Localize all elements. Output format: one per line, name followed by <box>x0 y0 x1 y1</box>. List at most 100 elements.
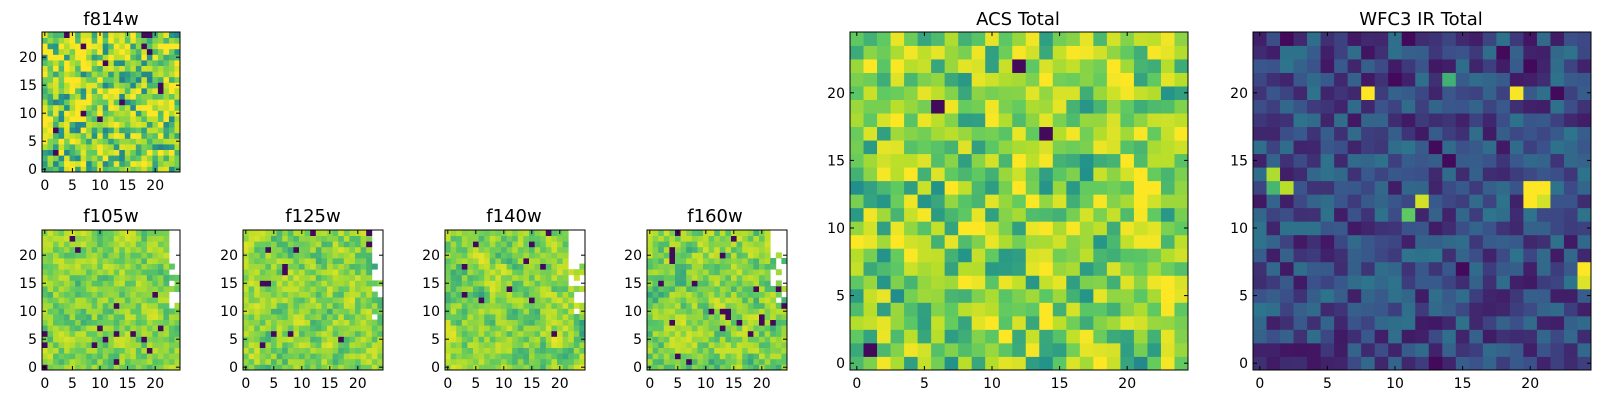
heatmap-cell <box>304 325 311 332</box>
heatmap-cell <box>512 314 519 320</box>
panel-title-acs-total: ACS Total <box>976 9 1060 30</box>
heatmap-cell <box>495 274 502 281</box>
heatmap-cell <box>287 308 294 315</box>
heatmap-cell <box>456 246 463 253</box>
heatmap-cell <box>529 297 535 304</box>
heatmap-cell <box>467 342 474 348</box>
heatmap-cell <box>360 364 367 371</box>
heatmap-cell <box>1160 45 1175 60</box>
heatmap-cell <box>534 314 541 320</box>
heatmap-cell <box>1401 315 1416 330</box>
heatmap-cell <box>1093 261 1108 276</box>
heatmap-cell <box>495 258 502 264</box>
heatmap-cell <box>102 230 109 236</box>
heatmap-cell <box>113 110 120 117</box>
heatmap-cell <box>1147 261 1162 276</box>
heatmap-cell <box>931 126 946 141</box>
heatmap-cell <box>863 261 878 276</box>
heatmap-cell <box>113 297 120 304</box>
heatmap-cell <box>484 314 491 320</box>
heatmap-cell <box>157 325 164 332</box>
heatmap-cell <box>517 286 524 292</box>
heatmap-cell <box>456 330 463 337</box>
heatmap-cell <box>557 252 563 259</box>
heatmap-cell <box>141 336 148 343</box>
heatmap-cell <box>366 330 373 337</box>
heatmap-cell <box>108 127 115 134</box>
heatmap-cell <box>1496 180 1511 195</box>
heatmap-cell <box>152 286 159 292</box>
heatmap-cell <box>540 241 547 248</box>
heatmap-cell <box>1174 261 1189 276</box>
heatmap-cell <box>759 269 765 276</box>
heatmap-cell <box>753 280 760 287</box>
heatmap-cell <box>64 132 70 139</box>
heatmap-cell <box>731 269 737 276</box>
heatmap-cell <box>360 252 367 259</box>
xtick-label: 20 <box>146 376 164 392</box>
heatmap-cell <box>551 325 558 332</box>
heatmap-f160w <box>647 230 788 371</box>
heatmap-cell <box>53 71 59 78</box>
heatmap-cell <box>529 241 535 248</box>
heatmap-cell <box>91 342 98 348</box>
heatmap-cell <box>124 291 131 298</box>
heatmap-cell <box>663 330 670 337</box>
heatmap-cell <box>1428 59 1443 73</box>
heatmap-cell <box>157 314 164 320</box>
heatmap-cell <box>276 308 283 315</box>
heatmap-cell <box>102 160 109 167</box>
heatmap-cell <box>467 308 474 315</box>
heatmap-cell <box>478 258 485 264</box>
heatmap-cell <box>1347 234 1362 249</box>
heatmap-cell <box>691 358 698 365</box>
heatmap-cell <box>130 160 137 167</box>
heatmap-cell <box>652 280 659 287</box>
heatmap-cell <box>141 246 148 253</box>
heatmap-cell <box>484 342 491 348</box>
heatmap-cell <box>113 230 120 236</box>
heatmap-cell <box>456 291 463 298</box>
heatmap-cell <box>146 155 153 162</box>
heatmap-cell <box>332 358 339 365</box>
heatmap-cell <box>146 263 153 270</box>
heatmap-cell <box>157 297 164 304</box>
heatmap-cell <box>753 342 760 348</box>
heatmap-cell <box>691 297 698 304</box>
heatmap-cell <box>461 241 468 248</box>
heatmap-cell <box>80 358 87 365</box>
heatmap-cell <box>47 297 54 304</box>
heatmap-cell <box>1320 356 1335 371</box>
heatmap-cell <box>321 302 328 309</box>
heatmap-cell <box>152 319 159 326</box>
heatmap-cell <box>119 358 126 365</box>
heatmap-cell <box>573 347 580 354</box>
heatmap-cell <box>1415 194 1430 209</box>
heatmap-cell <box>985 234 1000 249</box>
heatmap-cell <box>366 286 373 292</box>
heatmap-cell <box>327 246 333 253</box>
heatmap-cell <box>445 358 451 365</box>
heatmap-cell <box>1320 248 1335 263</box>
heatmap-cell <box>1523 248 1538 263</box>
heatmap-cell <box>658 269 665 276</box>
heatmap-cell <box>1280 302 1294 317</box>
heatmap-cell <box>130 110 137 117</box>
ytick-label: 20 <box>422 248 440 264</box>
heatmap-cell <box>697 330 704 337</box>
heatmap-cell <box>1509 342 1524 357</box>
heatmap-cell <box>1374 113 1389 128</box>
heatmap-cell <box>1455 261 1470 276</box>
heatmap-cell <box>75 291 82 298</box>
heatmap-cell <box>141 65 148 72</box>
panel-title-f140w: f140w <box>486 206 541 227</box>
heatmap-cell <box>652 364 659 371</box>
heatmap-cell <box>141 121 148 128</box>
heatmap-cell <box>1361 234 1376 249</box>
heatmap-cell <box>69 263 76 270</box>
heatmap-cell <box>1160 180 1175 195</box>
heatmap-cell <box>119 246 126 253</box>
heatmap-cell <box>163 286 170 292</box>
heatmap-cell <box>124 160 131 167</box>
heatmap-cell <box>708 280 715 287</box>
